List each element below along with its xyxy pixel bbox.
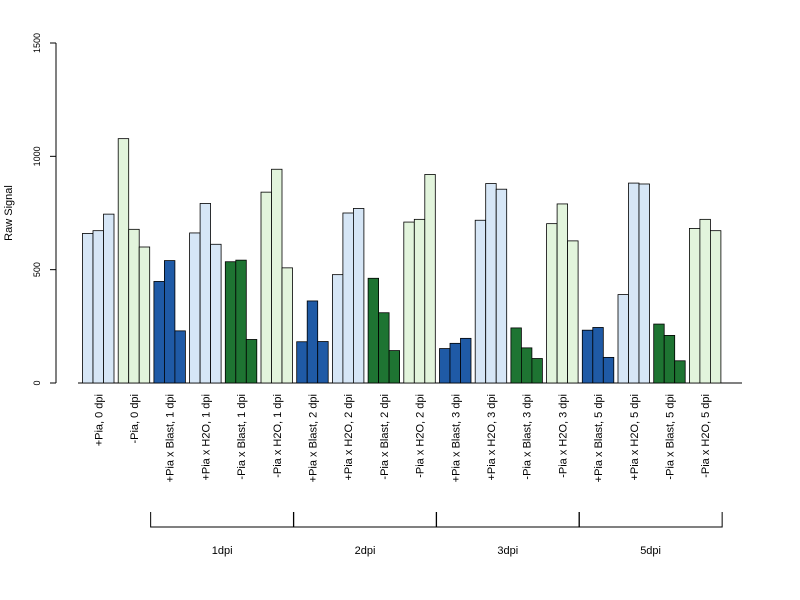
category-label: -Pia x Blast, 2 dpi [379,394,391,480]
bar [602,356,615,384]
group-bracket [435,512,580,528]
bar [689,228,701,384]
bar [163,260,176,384]
y-axis: 0 500 1000 1500 [32,33,57,386]
bar [531,358,543,384]
category-label: +Pia x H2O, 1 dpi [200,394,212,481]
y-tick-label: 0 [32,380,42,385]
group-bracket [578,512,723,528]
bar [653,323,665,384]
group-brackets: 1dpi 2dpi 3dpi 5dpi [150,512,723,557]
group-label: 2dpi [355,545,376,557]
category-label: +Pia x Blast, 1 dpi [165,394,177,482]
group-label: 5dpi [640,545,661,557]
group-bracket [292,512,438,528]
bar [388,350,401,384]
bar [424,174,436,384]
category-label: +Pia x H2O, 3 dpi [486,394,498,481]
category-labels: +Pia, 0 dpi -Pia, 0 dpi +Pia x Blast, 1 dp… [93,394,712,482]
bar [460,337,472,384]
bar [174,330,186,384]
bar [189,232,201,384]
category-label: -Pia x H2O, 2 dpi [415,394,427,478]
bar [449,342,461,384]
bars [82,138,722,384]
bar [413,218,426,384]
bar [581,329,594,384]
bar [199,203,212,384]
bar [317,341,329,384]
bar [485,183,497,384]
bar [638,183,650,384]
category-label: -Pia, 0 dpi [129,394,141,444]
bar [296,341,308,384]
bar [138,246,151,384]
bar [153,281,165,384]
bar [235,259,247,384]
bar [403,221,415,384]
bar [378,312,390,384]
category-label: -Pia x H2O, 3 dpi [557,394,569,478]
bar [510,327,522,384]
bar [103,213,115,384]
bar [92,230,104,384]
bar [128,228,140,384]
bar [710,230,722,384]
bar [210,243,222,384]
bar [546,223,558,384]
category-label: +Pia x Blast, 3 dpi [450,394,462,482]
category-label: +Pia x Blast, 2 dpi [307,394,319,482]
bar [331,274,344,384]
bar [281,267,293,384]
bar [367,277,380,384]
category-label: +Pia x H2O, 2 dpi [343,394,355,481]
bar [567,240,579,384]
category-label: -Pia x Blast, 1 dpi [236,394,248,480]
category-label: +Pia x Blast, 5 dpi [593,394,605,482]
bar [699,218,711,384]
bar [271,168,283,384]
category-label: +Pia x H2O, 5 dpi [629,394,641,481]
y-axis-label: Raw Signal [3,185,15,241]
bar [117,138,130,384]
bar [82,232,94,384]
bar [439,348,451,384]
bar [628,182,640,384]
bar [260,191,272,384]
y-tick-label: 1500 [32,33,42,53]
bar [556,203,568,384]
bar [474,219,487,384]
bar [306,300,319,384]
bar [674,360,686,384]
bar [617,294,629,384]
y-tick-label: 1000 [32,146,42,166]
category-label: +Pia, 0 dpi [93,394,105,446]
bar [521,347,533,384]
category-label: -Pia x Blast, 3 dpi [522,394,534,480]
category-label: -Pia x Blast, 5 dpi [664,394,676,480]
category-label: -Pia x H2O, 5 dpi [700,394,712,478]
group-label: 3dpi [497,545,518,557]
bar [352,208,365,384]
y-tick-label: 500 [32,262,42,277]
bar [592,327,604,384]
bar [224,261,237,384]
category-label: -Pia x H2O, 1 dpi [272,394,284,478]
bar [245,339,258,384]
bar [495,188,508,384]
bar [663,334,676,384]
bar [342,212,354,384]
group-label: 1dpi [212,545,233,557]
group-bracket [150,512,295,528]
